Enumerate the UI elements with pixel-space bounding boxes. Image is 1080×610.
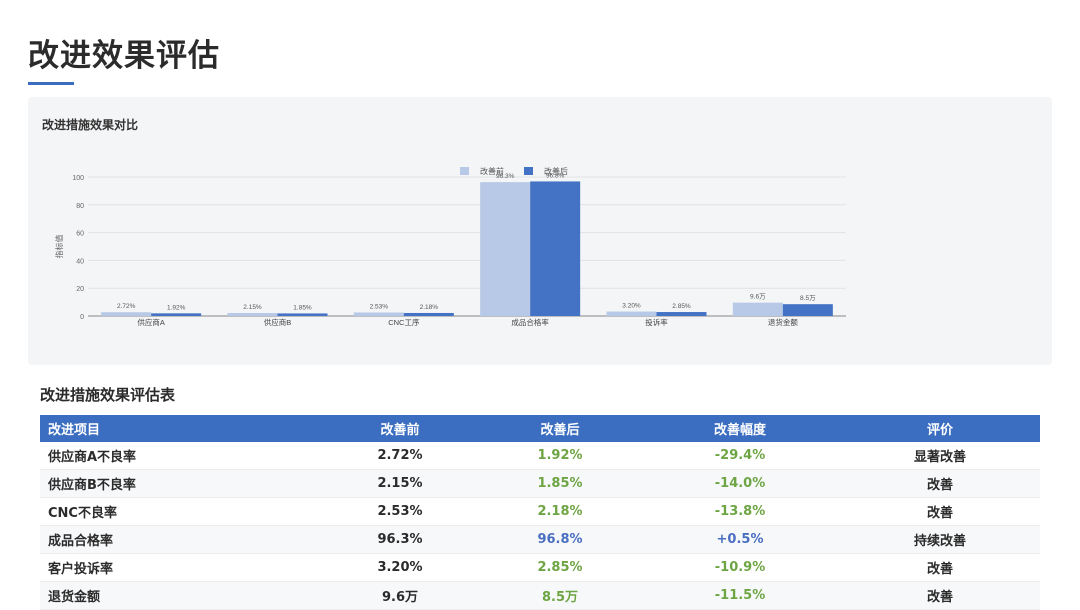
cell-rating: 显著改善 (840, 442, 1040, 470)
table-row: 退货金额 9.6万 8.5万 -11.5% 改善 (40, 581, 1040, 610)
y-tick-label: 0 (80, 314, 84, 321)
bar-after (277, 313, 328, 316)
title-underline (28, 82, 74, 85)
bar-after (656, 312, 707, 316)
cell-rating: 改善 (840, 469, 1040, 498)
cell-rating: 持续改善 (840, 525, 1040, 554)
cell-before: 9.6万 (320, 581, 480, 610)
data-label: 1.92% (167, 304, 186, 311)
bar-before (353, 312, 404, 316)
header-change: 改善幅度 (640, 415, 840, 442)
bar-before (480, 182, 531, 316)
cell-after: 2.85% (480, 553, 640, 582)
data-label: 3.20% (622, 303, 641, 310)
cell-item: CNC不良率 (40, 497, 320, 526)
chart-title: 改进措施效果对比 (42, 118, 139, 132)
cell-before: 3.20% (320, 553, 480, 582)
x-tick-label: 供应商B (264, 317, 292, 327)
y-tick-label: 100 (72, 175, 84, 182)
data-label: 96.8% (546, 172, 565, 179)
cell-change: -11.5% (640, 581, 840, 610)
x-tick-label: 投诉率 (645, 317, 668, 327)
cell-change: -10.9% (640, 553, 840, 582)
bar-after (530, 181, 581, 316)
x-tick-label: 供应商A (137, 317, 165, 327)
cell-after: 96.8% (480, 525, 640, 554)
data-label: 1.85% (293, 304, 312, 311)
data-label: 2.18% (420, 304, 439, 311)
y-tick-label: 20 (76, 286, 84, 293)
table-header-row: 改进项目 改善前 改善后 改善幅度 评价 (40, 415, 1040, 442)
table-row: CNC不良率 2.53% 2.18% -13.8% 改善 (40, 497, 1040, 526)
cell-rating: 改善 (840, 581, 1040, 610)
table-row: 客户投诉率 3.20% 2.85% -10.9% 改善 (40, 553, 1040, 582)
data-label: 2.72% (117, 303, 136, 310)
data-label: 96.3% (496, 173, 515, 180)
bar-after (782, 304, 833, 316)
x-tick-label: 成品合格率 (511, 317, 549, 327)
legend-label: 改善后 (544, 166, 568, 176)
x-tick-label: CNC工序 (388, 317, 420, 327)
bar-before (227, 313, 278, 316)
header-item: 改进项目 (40, 415, 320, 442)
table-row: 供应商A不良率 2.72% 1.92% -29.4% 显著改善 (40, 442, 1040, 470)
table-title: 改进措施效果评估表 (40, 386, 176, 404)
cell-before: 2.53% (320, 497, 480, 526)
data-label: 8.5万 (800, 294, 816, 302)
y-tick-label: 80 (76, 203, 84, 210)
bar-before (606, 311, 657, 316)
cell-before: 96.3% (320, 525, 480, 554)
cell-before: 2.72% (320, 442, 480, 470)
cell-after: 2.18% (480, 497, 640, 526)
data-label: 2.85% (672, 303, 691, 310)
cell-change: -13.8% (640, 497, 840, 526)
cell-after: 1.92% (480, 442, 640, 470)
chart-card: 改进措施效果对比 0 20 40 60 80 100 指标值 2.72% 1.92% 供应商A 2.… (28, 97, 1052, 365)
cell-change: -14.0% (640, 469, 840, 498)
cell-item: 成品合格率 (40, 525, 320, 554)
bar-after (151, 313, 202, 316)
header-before: 改善前 (320, 415, 480, 442)
bar-chart: 0 20 40 60 80 100 指标值 2.72% 1.92%供应商A 2.15% 1.85%供… (54, 166, 846, 327)
cell-item: 供应商A不良率 (40, 442, 320, 470)
bar-before (732, 302, 783, 316)
x-tick-label: 退货金额 (768, 317, 798, 327)
data-label: 2.53% (370, 303, 389, 310)
y-axis-label: 指标值 (54, 235, 64, 259)
y-tick-label: 60 (76, 231, 84, 238)
legend-label: 改善前 (480, 166, 504, 176)
legend-swatch (460, 167, 469, 175)
cell-change: +0.5% (640, 525, 840, 554)
cell-before: 2.15% (320, 469, 480, 498)
y-tick-label: 40 (76, 258, 84, 265)
cell-rating: 改善 (840, 553, 1040, 582)
cell-rating: 改善 (840, 497, 1040, 526)
evaluation-table: 改进项目 改善前 改善后 改善幅度 评价 供应商A不良率 2.72% 1.92%… (40, 415, 1040, 610)
data-label: 9.6万 (750, 293, 766, 301)
cell-item: 客户投诉率 (40, 553, 320, 582)
cell-after: 1.85% (480, 469, 640, 498)
table-row: 供应商B不良率 2.15% 1.85% -14.0% 改善 (40, 469, 1040, 498)
cell-item: 退货金额 (40, 581, 320, 610)
cell-item: 供应商B不良率 (40, 469, 320, 498)
cell-after: 8.5万 (480, 581, 640, 610)
data-label: 2.15% (243, 304, 262, 311)
header-rating: 评价 (840, 415, 1040, 442)
bar-after (403, 312, 454, 316)
bar-before (101, 312, 152, 316)
header-after: 改善后 (480, 415, 640, 442)
table-row: 成品合格率 96.3% 96.8% +0.5% 持续改善 (40, 525, 1040, 554)
legend-swatch (524, 167, 533, 175)
page-title: 改进效果评估 (28, 38, 220, 74)
cell-change: -29.4% (640, 442, 840, 470)
